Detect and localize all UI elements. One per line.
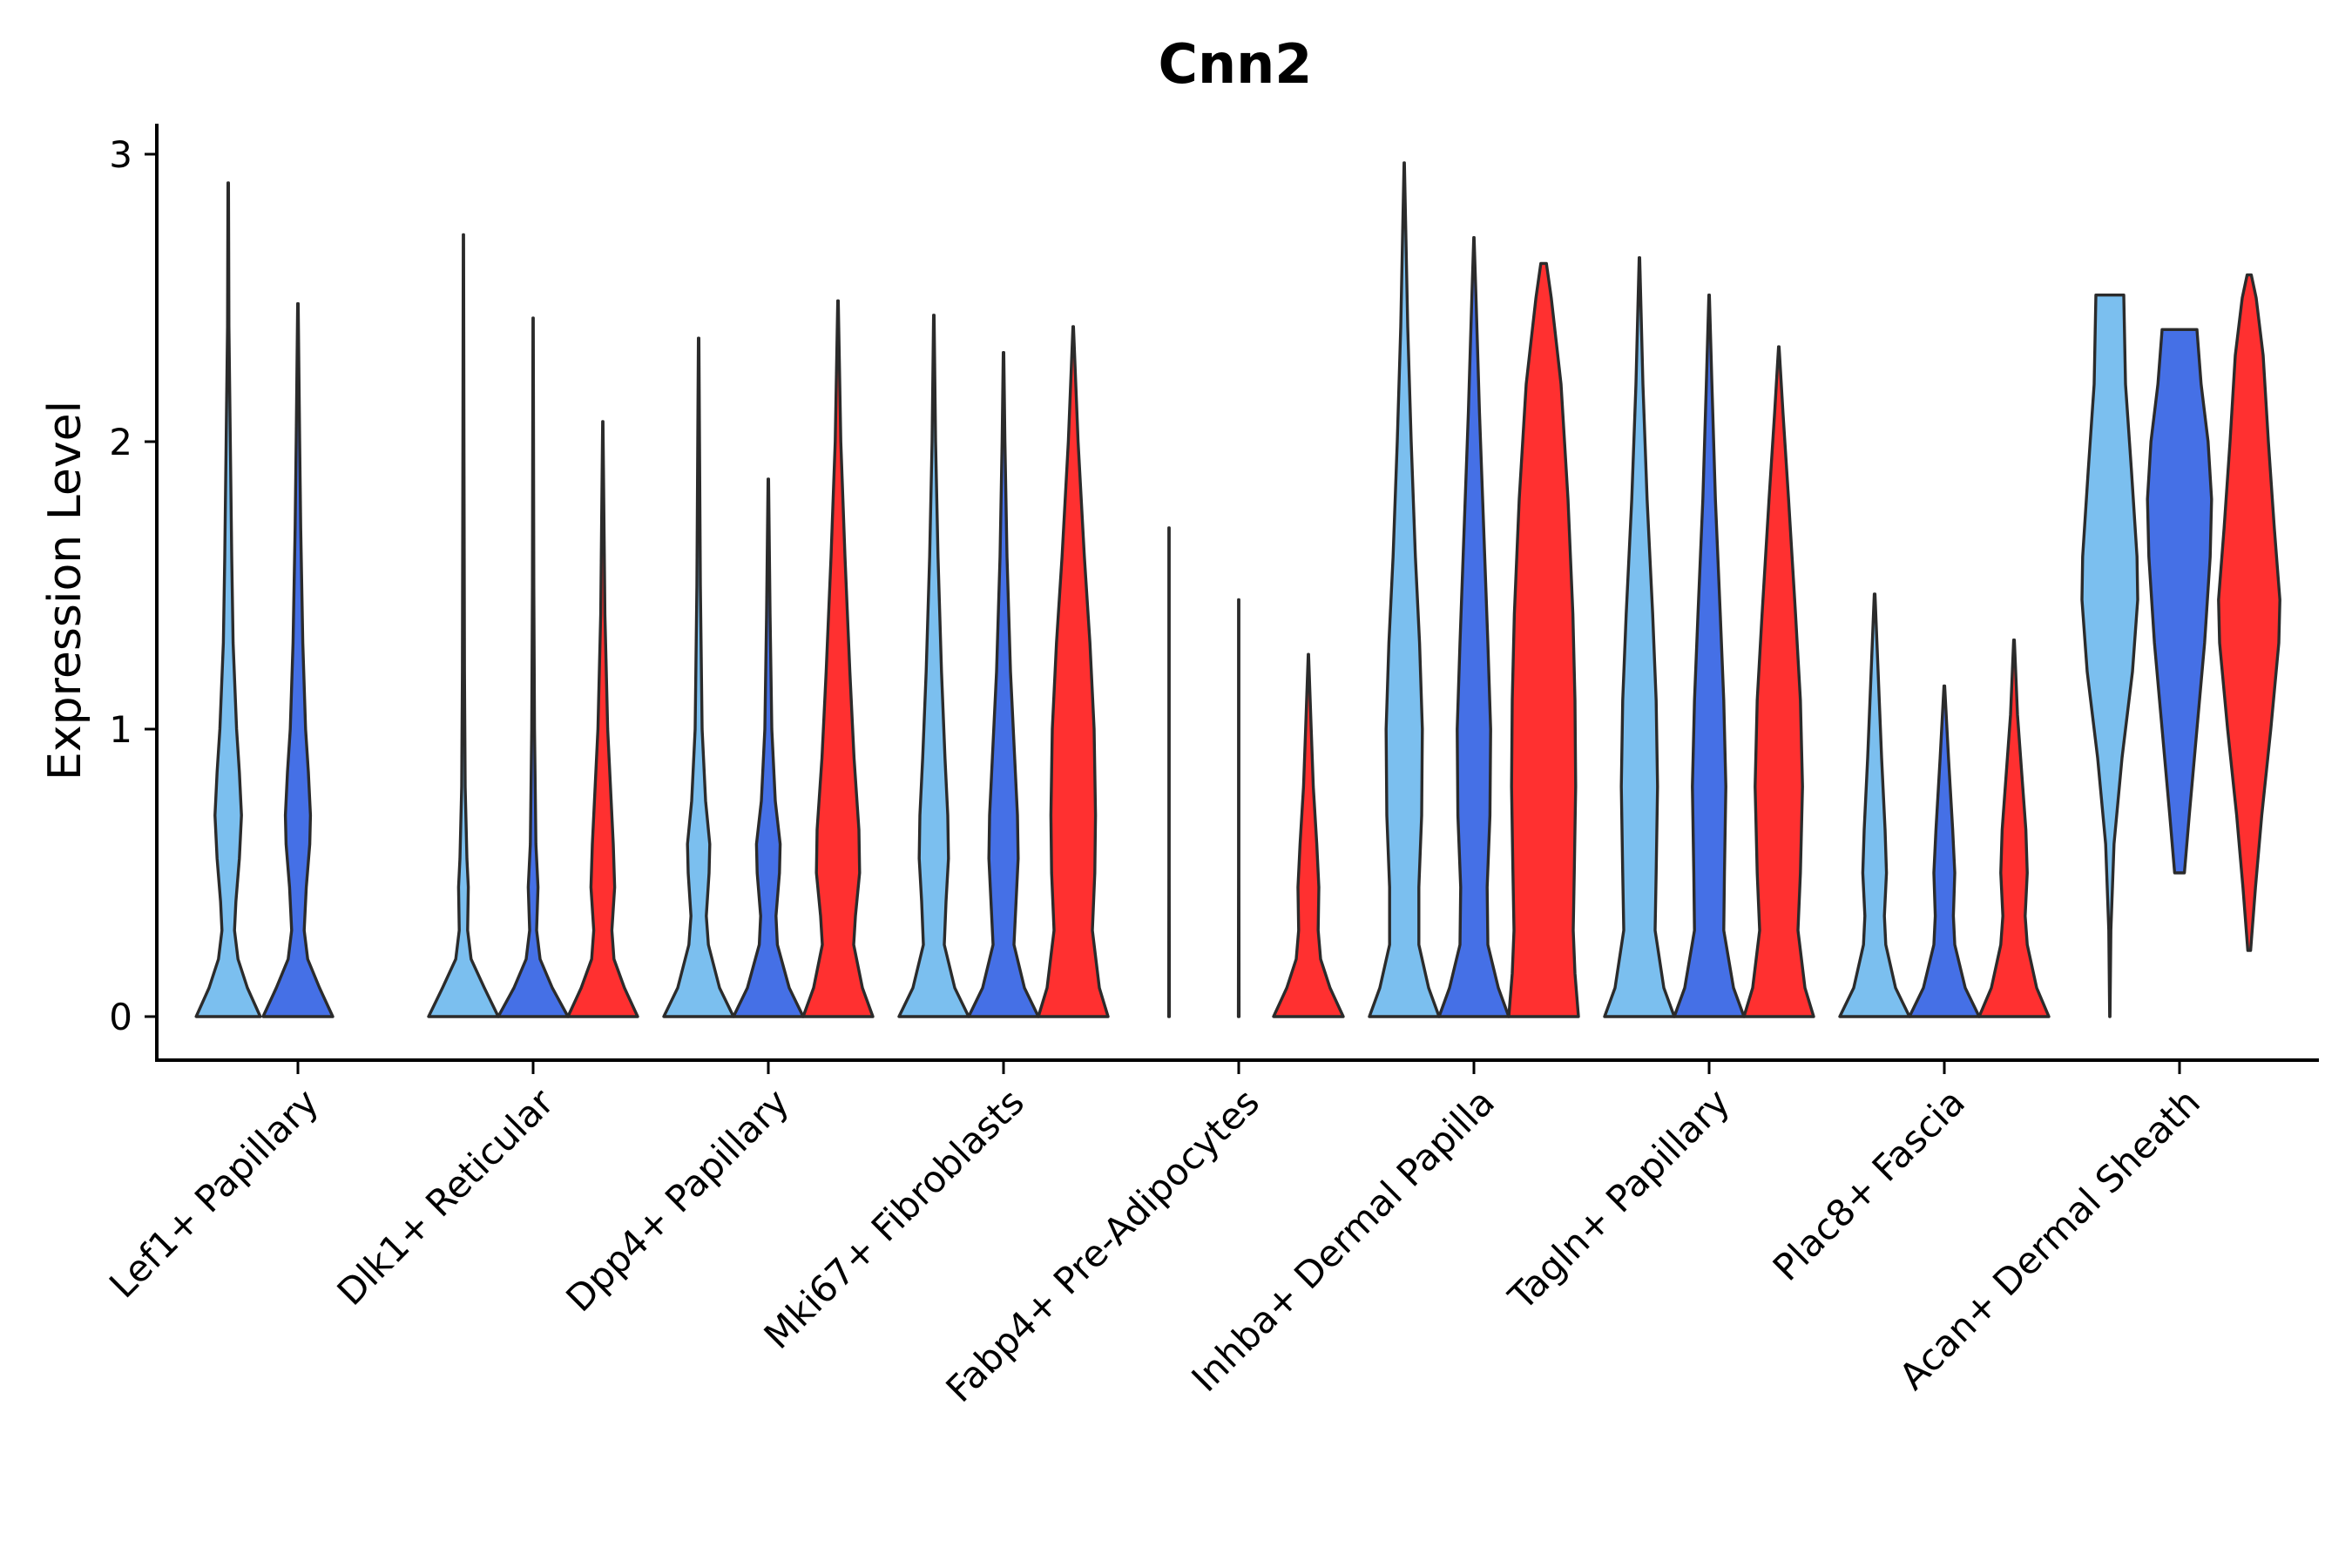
violins-layer — [194, 161, 2281, 1018]
y-tick-label: 1 — [109, 708, 132, 751]
violin-1-2 — [427, 233, 500, 1018]
violin-2-2 — [497, 316, 570, 1018]
y-tick-label: 3 — [109, 133, 132, 176]
violin-2-4 — [967, 351, 1040, 1018]
violin-3-6 — [1507, 261, 1580, 1018]
violin-1-9 — [2080, 294, 2139, 1018]
violin-1-3 — [662, 336, 735, 1018]
y-tick-label: 2 — [109, 421, 132, 463]
violin-3-2 — [566, 420, 639, 1018]
violin-1-8 — [1838, 592, 1911, 1018]
y-axis-label: Expression Level — [39, 401, 91, 781]
violin-2-3 — [732, 477, 805, 1018]
x-tick-label: Dlk1+ Reticular — [329, 1080, 563, 1314]
axes-layer — [155, 124, 2319, 1062]
x-tick-label: Mki67+ Fibroblasts — [756, 1080, 1032, 1356]
violin-1-1 — [194, 181, 262, 1018]
violin-2-9 — [2146, 328, 2213, 875]
violin-2-8 — [1908, 684, 1981, 1018]
violin-2-1 — [261, 301, 335, 1018]
violin-1-4 — [897, 314, 970, 1018]
chart-title: Cnn2 — [1159, 32, 1313, 96]
x-tick-label: Dpp4+ Papillary — [558, 1080, 797, 1320]
violin-2-5 — [1236, 598, 1241, 1018]
violin-3-7 — [1742, 345, 1815, 1018]
violin-3-9 — [2217, 273, 2281, 952]
violin-2-6 — [1437, 236, 1511, 1018]
violin-1-6 — [1368, 161, 1441, 1018]
x-tick-label: Tagln+ Papillary — [1500, 1080, 1738, 1318]
violin-1-5 — [1166, 526, 1172, 1018]
violin-2-7 — [1673, 294, 1746, 1018]
violin-3-4 — [1037, 325, 1110, 1018]
violin-3-8 — [1977, 639, 2051, 1018]
violin-3-3 — [801, 299, 875, 1018]
x-tick-label: Plac8+ Fascia — [1765, 1080, 1973, 1288]
violin-1-7 — [1603, 256, 1676, 1018]
x-tick-label: Lef1+ Papillary — [101, 1080, 327, 1306]
y-tick-label: 0 — [109, 996, 132, 1038]
violin-3-5 — [1272, 652, 1345, 1018]
y-ticks: 0 1 2 3 — [109, 133, 157, 1038]
